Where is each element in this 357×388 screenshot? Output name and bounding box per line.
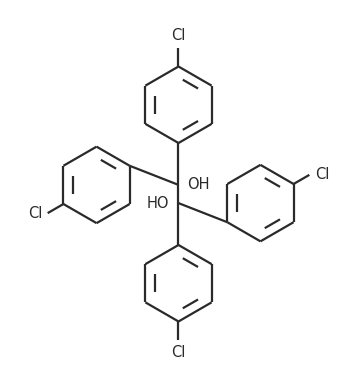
Text: Cl: Cl (171, 28, 186, 43)
Text: Cl: Cl (28, 206, 42, 221)
Text: Cl: Cl (315, 167, 329, 182)
Text: Cl: Cl (171, 345, 186, 360)
Text: OH: OH (188, 177, 210, 192)
Text: HO: HO (147, 196, 169, 211)
